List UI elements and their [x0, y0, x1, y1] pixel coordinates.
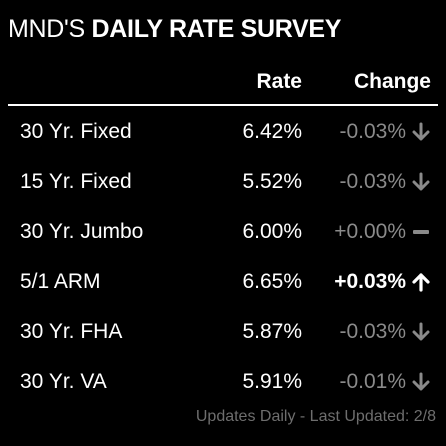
rate-value: 5.91%: [242, 370, 302, 393]
title-prefix: MND'S: [8, 15, 85, 43]
rate-value: 6.65%: [242, 270, 302, 293]
loan-type: 5/1 ARM: [20, 270, 101, 293]
change-value: -0.03%: [339, 120, 406, 143]
table-row: 30 Yr. VA 5.91% -0.01%: [0, 358, 446, 408]
loan-type: 15 Yr. Fixed: [20, 170, 132, 193]
table-header: Rate Change: [0, 66, 446, 98]
arrow-down-icon: [412, 122, 430, 141]
rate-value: 5.52%: [242, 170, 302, 193]
change-cell: +0.03%: [334, 267, 430, 297]
change-value: -0.01%: [339, 370, 406, 393]
rate-value: 6.00%: [242, 220, 302, 243]
loan-type: 30 Yr. VA: [20, 370, 107, 393]
change-cell: +0.00%: [334, 217, 430, 247]
loan-type: 30 Yr. Jumbo: [20, 220, 144, 243]
last-updated-note: Updates Daily - Last Updated: 2/8: [195, 408, 436, 425]
arrow-down-icon: [412, 322, 430, 341]
change-column-header: Change: [353, 70, 431, 93]
table-row: 30 Yr. FHA 5.87% -0.03%: [0, 308, 446, 358]
rate-value: 5.87%: [242, 320, 302, 343]
header-divider: [8, 104, 438, 106]
change-value: +0.00%: [334, 220, 406, 243]
table-row: 5/1 ARM 6.65% +0.03%: [0, 258, 446, 308]
title-main: DAILY RATE SURVEY: [91, 15, 342, 43]
change-cell: -0.03%: [339, 117, 430, 147]
rate-column-header: Rate: [256, 70, 302, 93]
change-value: -0.03%: [339, 320, 406, 343]
loan-type: 30 Yr. Fixed: [20, 120, 132, 143]
change-cell: -0.03%: [339, 167, 430, 197]
survey-title: MND'S DAILY RATE SURVEY: [8, 12, 341, 46]
change-cell: -0.03%: [339, 317, 430, 347]
arrow-up-icon: [412, 273, 430, 292]
change-cell: -0.01%: [339, 367, 430, 397]
change-value: +0.03%: [334, 270, 406, 293]
rate-table: 30 Yr. Fixed 6.42% -0.03% 15 Yr. Fixed 5…: [0, 108, 446, 408]
table-row: 30 Yr. Jumbo 6.00% +0.00%: [0, 208, 446, 258]
table-row: 15 Yr. Fixed 5.52% -0.03%: [0, 158, 446, 208]
table-row: 30 Yr. Fixed 6.42% -0.03%: [0, 108, 446, 158]
arrow-down-icon: [412, 172, 430, 191]
change-value: -0.03%: [339, 170, 406, 193]
rate-value: 6.42%: [242, 120, 302, 143]
loan-type: 30 Yr. FHA: [20, 320, 123, 343]
dash-icon: [413, 230, 429, 234]
arrow-down-icon: [412, 372, 430, 391]
